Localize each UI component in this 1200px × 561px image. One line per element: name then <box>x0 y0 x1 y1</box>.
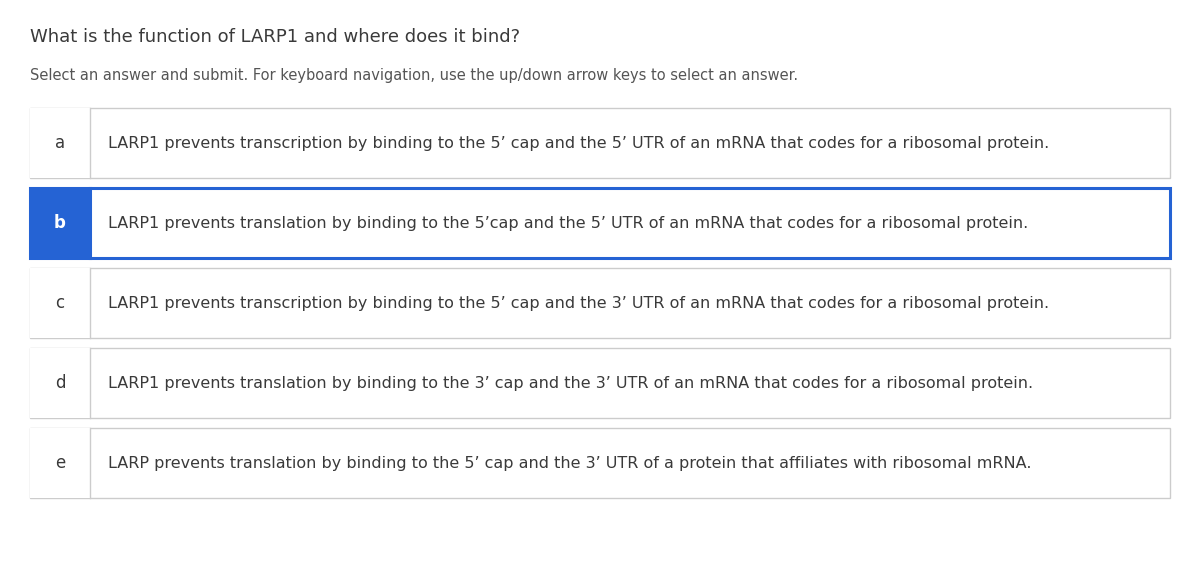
Text: c: c <box>55 294 65 312</box>
Text: LARP1 prevents transcription by binding to the 5’ cap and the 5’ UTR of an mRNA : LARP1 prevents transcription by binding … <box>108 136 1049 150</box>
Bar <box>30 268 90 338</box>
Text: LARP1 prevents translation by binding to the 3’ cap and the 3’ UTR of an mRNA th: LARP1 prevents translation by binding to… <box>108 375 1033 390</box>
Text: What is the function of LARP1 and where does it bind?: What is the function of LARP1 and where … <box>30 28 520 46</box>
Bar <box>30 348 1170 418</box>
Text: LARP prevents translation by binding to the 5’ cap and the 3’ UTR of a protein t: LARP prevents translation by binding to … <box>108 456 1032 471</box>
Bar <box>30 428 1170 498</box>
Text: Select an answer and submit. For keyboard navigation, use the up/down arrow keys: Select an answer and submit. For keyboar… <box>30 68 798 83</box>
Text: a: a <box>55 134 65 152</box>
Text: b: b <box>54 214 66 232</box>
Bar <box>30 108 90 178</box>
Bar <box>30 428 90 498</box>
Bar <box>30 348 90 418</box>
Bar <box>30 108 1170 178</box>
Text: LARP1 prevents translation by binding to the 5’cap and the 5’ UTR of an mRNA tha: LARP1 prevents translation by binding to… <box>108 215 1028 231</box>
Bar <box>30 268 1170 338</box>
Text: e: e <box>55 454 65 472</box>
Bar <box>30 188 90 258</box>
Text: d: d <box>55 374 65 392</box>
Bar <box>30 188 1170 258</box>
Text: LARP1 prevents transcription by binding to the 5’ cap and the 3’ UTR of an mRNA : LARP1 prevents transcription by binding … <box>108 296 1049 310</box>
